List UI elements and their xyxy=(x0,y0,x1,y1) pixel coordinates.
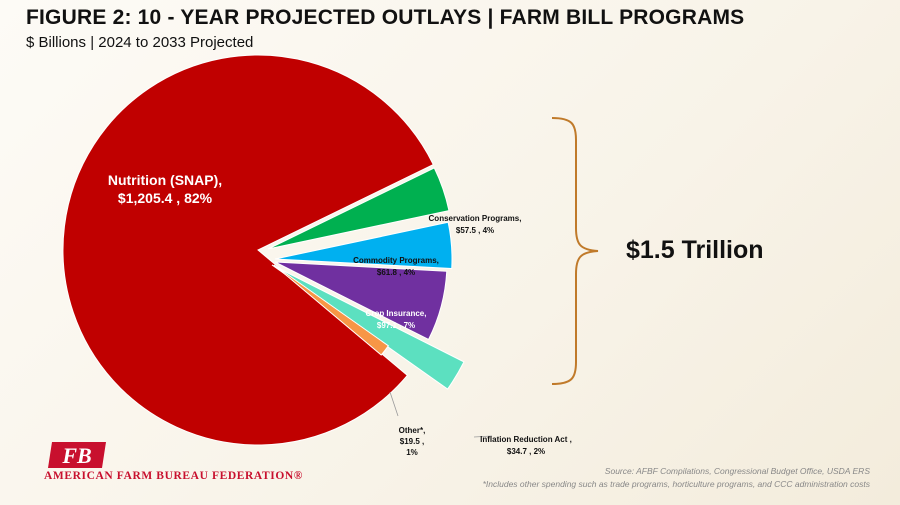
pie-slices xyxy=(62,54,465,446)
slice-other-value: 1% xyxy=(406,448,418,457)
leader-inflation-reduction xyxy=(473,435,493,438)
slice-inflation-reduction xyxy=(271,264,465,390)
slice-crop-insurance-label: Crop Insurance, xyxy=(366,309,427,318)
slice-conservation-value: $57.5 , 4% xyxy=(456,226,494,235)
total-bracket xyxy=(551,117,599,385)
slice-commodity-label: Commodity Programs, xyxy=(353,256,439,265)
source-note: Source: AFBF Compilations, Congressional… xyxy=(483,465,870,491)
slice-other xyxy=(273,264,390,356)
slice-conservation xyxy=(267,167,450,250)
slice-conservation-label: Conservation Programs, xyxy=(429,214,522,223)
slice-nutrition xyxy=(62,54,434,446)
logo-text: AMERICAN FARM BUREAU FEDERATION® xyxy=(44,470,303,482)
slice-other-label: Other*, xyxy=(399,426,426,435)
slice-inflation-reduction-label: Inflation Reduction Act , xyxy=(480,435,572,444)
slice-crop-insurance-value: $97.1 , 7% xyxy=(377,321,415,330)
chart-subtitle: $ Billions | 2024 to 2033 Projected xyxy=(26,34,254,51)
total-label: $1.5 Trillion xyxy=(626,236,764,264)
slice-commodity xyxy=(274,221,453,270)
slice-nutrition-value: $1,205.4 , 82% xyxy=(118,190,213,206)
leader-other xyxy=(389,391,399,417)
slice-commodity-value: $61.8 , 4% xyxy=(377,268,415,277)
chart-title: FIGURE 2: 10 - YEAR PROJECTED OUTLAYS | … xyxy=(26,6,745,29)
slice-nutrition-label: Nutrition (SNAP), xyxy=(108,172,222,188)
fb-logo-icon: FB xyxy=(48,442,106,468)
slice-inflation-reduction-value: $34.7 , 2% xyxy=(507,447,545,456)
slice-other-value: $19.5 , xyxy=(400,437,424,446)
slice-crop-insurance xyxy=(274,261,448,341)
afbf-logo: FB AMERICAN FARM BUREAU FEDERATION® xyxy=(44,440,334,486)
slice-labels: Nutrition (SNAP), $1,205.4 , 82% Conservat… xyxy=(108,172,572,457)
leader-lines xyxy=(389,391,493,438)
logo-mark-text: FB xyxy=(61,443,91,468)
source-text: Source: AFBF Compilations, Congressional… xyxy=(604,466,870,476)
footnote-text: *Includes other spending such as trade p… xyxy=(482,479,870,489)
